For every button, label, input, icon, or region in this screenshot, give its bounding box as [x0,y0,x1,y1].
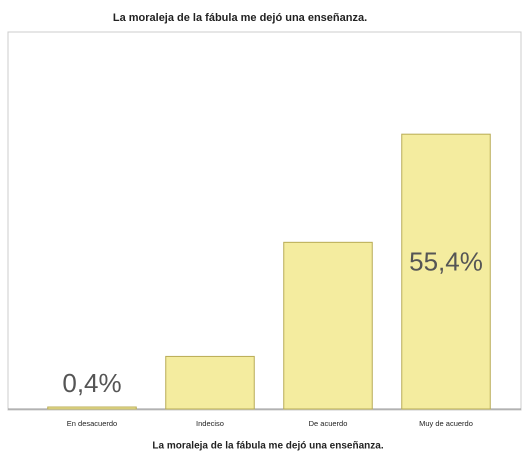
x-tick-label: Indeciso [196,419,224,428]
value-label: 55,4% [409,246,483,276]
bar [47,406,137,410]
x-axis-title: La moraleja de la fábula me dejó una ens… [152,441,383,451]
bar [401,133,491,410]
x-tick-label: De acuerdo [309,419,348,428]
value-label: 0,4% [62,368,121,398]
x-tick-label: En desacuerdo [67,419,117,428]
x-tick-label: Muy de acuerdo [419,419,473,428]
bar [283,241,373,410]
bar [165,355,255,410]
chart-title: La moraleja de la fábula me dejó una ens… [113,12,367,24]
